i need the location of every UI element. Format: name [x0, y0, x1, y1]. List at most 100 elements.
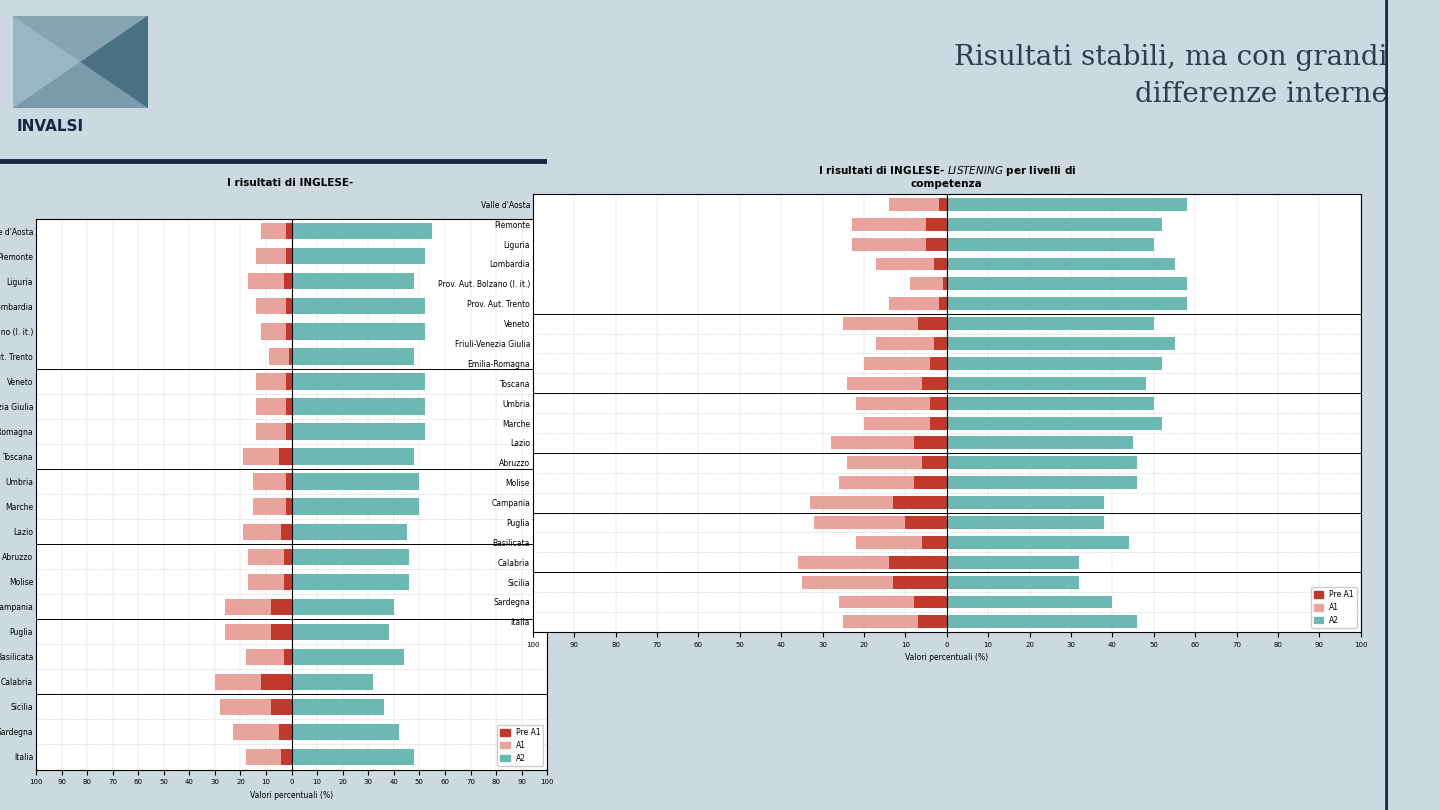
Bar	[281, 748, 291, 765]
Bar	[948, 476, 1138, 489]
Bar	[291, 223, 432, 239]
Bar	[291, 424, 425, 440]
Bar	[13, 15, 148, 108]
Bar	[291, 373, 425, 390]
Bar	[948, 397, 1153, 410]
Bar	[802, 576, 893, 589]
Polygon shape	[13, 16, 147, 108]
Bar	[291, 473, 419, 490]
Bar	[948, 277, 1187, 290]
Bar	[943, 277, 948, 290]
Bar	[256, 248, 287, 264]
Bar	[888, 556, 948, 569]
X-axis label: Valori percentuali (%): Valori percentuali (%)	[906, 653, 988, 662]
Bar	[935, 337, 948, 350]
Bar	[948, 318, 1153, 330]
Bar	[271, 699, 291, 715]
Bar	[935, 258, 948, 271]
Bar	[291, 748, 415, 765]
Bar	[948, 456, 1138, 469]
Bar	[287, 223, 291, 239]
Text: I risultati di INGLESE-: I risultati di INGLESE-	[226, 178, 357, 189]
Bar	[261, 323, 287, 339]
Bar	[888, 198, 939, 211]
Bar	[811, 496, 893, 509]
Bar	[287, 473, 291, 490]
Bar	[948, 198, 1187, 211]
Bar	[248, 273, 284, 289]
Bar	[284, 548, 291, 565]
Bar	[948, 437, 1133, 450]
Bar	[256, 298, 287, 314]
Bar	[893, 576, 948, 589]
Bar	[844, 616, 917, 629]
Bar	[253, 498, 287, 515]
Bar	[888, 297, 939, 310]
Bar	[233, 724, 279, 740]
Bar	[922, 456, 948, 469]
Bar	[256, 373, 287, 390]
Bar	[847, 456, 922, 469]
Bar	[948, 595, 1112, 608]
Bar	[291, 649, 405, 665]
Bar	[939, 198, 948, 211]
Bar	[948, 337, 1175, 350]
Bar	[248, 548, 284, 565]
Bar	[256, 399, 287, 415]
Bar	[855, 397, 930, 410]
Bar	[291, 699, 383, 715]
Bar	[291, 348, 415, 364]
Bar	[291, 298, 425, 314]
Bar	[291, 449, 415, 465]
Bar	[913, 595, 948, 608]
Legend: Pre A1, A1, A2: Pre A1, A1, A2	[497, 725, 543, 765]
Bar	[948, 416, 1162, 429]
Bar	[291, 523, 406, 539]
Bar	[851, 218, 926, 231]
Bar	[948, 496, 1104, 509]
Bar	[815, 516, 906, 529]
Bar	[243, 523, 281, 539]
Bar	[287, 248, 291, 264]
Bar	[287, 498, 291, 515]
Bar	[291, 323, 425, 339]
Legend: Pre A1, A1, A2: Pre A1, A1, A2	[1310, 587, 1356, 628]
Bar	[948, 536, 1129, 549]
Bar	[225, 599, 271, 615]
Bar	[926, 237, 948, 250]
Bar	[851, 237, 926, 250]
Bar	[948, 297, 1187, 310]
Bar	[271, 624, 291, 640]
Title: I risultati di INGLESE- $\mathit{LISTENING}$ per livelli di
competenza: I risultati di INGLESE- $\mathit{LISTENI…	[818, 164, 1076, 190]
Text: Risultati stabili, ma con grandi
differenze interne: Risultati stabili, ma con grandi differe…	[955, 44, 1388, 109]
Bar	[847, 377, 922, 390]
Bar	[256, 424, 287, 440]
Polygon shape	[13, 16, 147, 108]
Bar	[291, 674, 373, 690]
Bar	[291, 724, 399, 740]
Bar	[910, 277, 943, 290]
Bar	[844, 318, 917, 330]
Bar	[840, 476, 913, 489]
Bar	[948, 556, 1080, 569]
Bar	[284, 649, 291, 665]
Text: INVALSI: INVALSI	[17, 119, 84, 134]
Bar	[279, 449, 291, 465]
Bar	[289, 348, 291, 364]
Bar	[246, 649, 284, 665]
Bar	[291, 273, 415, 289]
Bar	[930, 357, 948, 370]
Bar	[284, 273, 291, 289]
Bar	[287, 298, 291, 314]
Bar	[215, 674, 261, 690]
Bar	[948, 218, 1162, 231]
Bar	[291, 624, 389, 640]
Bar	[291, 498, 419, 515]
Bar	[248, 573, 284, 590]
Bar	[864, 416, 930, 429]
Bar	[291, 599, 395, 615]
Bar	[831, 437, 913, 450]
Bar	[893, 496, 948, 509]
Bar	[913, 476, 948, 489]
Bar	[930, 397, 948, 410]
